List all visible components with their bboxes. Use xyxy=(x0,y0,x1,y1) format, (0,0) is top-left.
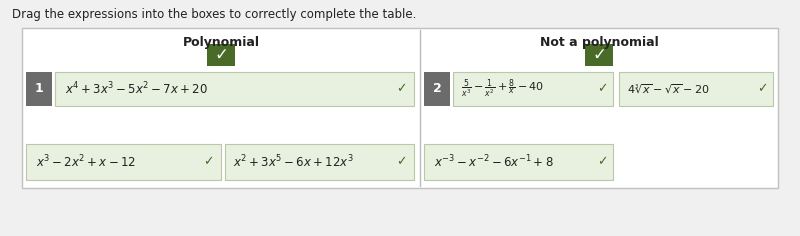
Text: ✓: ✓ xyxy=(214,46,228,64)
Text: ✓: ✓ xyxy=(396,156,406,169)
Text: $4\sqrt[3]{x} - \sqrt{x} - 20$: $4\sqrt[3]{x} - \sqrt{x} - 20$ xyxy=(627,82,710,96)
Text: ✓: ✓ xyxy=(203,156,214,169)
Bar xyxy=(424,72,450,106)
Text: ✓: ✓ xyxy=(757,83,767,96)
Text: ✓: ✓ xyxy=(592,46,606,64)
Bar xyxy=(207,44,235,66)
Text: ✓: ✓ xyxy=(597,83,607,96)
Text: $\frac{5}{x^3} - \frac{1}{x^2} + \frac{8}{x} - 40$: $\frac{5}{x^3} - \frac{1}{x^2} + \frac{8… xyxy=(461,78,544,100)
Bar xyxy=(26,72,52,106)
Text: $x^{-3} - x^{-2} - 6x^{-1} + 8$: $x^{-3} - x^{-2} - 6x^{-1} + 8$ xyxy=(434,154,554,170)
Bar xyxy=(453,72,613,106)
Bar xyxy=(22,28,778,188)
Bar xyxy=(225,144,414,180)
Text: 1: 1 xyxy=(34,83,43,96)
Text: Drag the expressions into the boxes to correctly complete the table.: Drag the expressions into the boxes to c… xyxy=(12,8,416,21)
Text: $x^4 + 3x^3 - 5x^2 - 7x + 20$: $x^4 + 3x^3 - 5x^2 - 7x + 20$ xyxy=(65,81,208,97)
Bar xyxy=(585,44,613,66)
Text: ✓: ✓ xyxy=(396,83,406,96)
Text: 2: 2 xyxy=(433,83,442,96)
Text: $x^2 + 3x^5 - 6x + 12x^3$: $x^2 + 3x^5 - 6x + 12x^3$ xyxy=(233,154,354,170)
Bar xyxy=(424,144,613,180)
Bar xyxy=(55,72,414,106)
Text: ✓: ✓ xyxy=(597,156,607,169)
Text: $x^3 - 2x^2 + x - 12$: $x^3 - 2x^2 + x - 12$ xyxy=(36,154,136,170)
Bar xyxy=(619,72,773,106)
Text: Not a polynomial: Not a polynomial xyxy=(540,36,658,49)
Text: Polynomial: Polynomial xyxy=(182,36,259,49)
Bar xyxy=(26,144,221,180)
